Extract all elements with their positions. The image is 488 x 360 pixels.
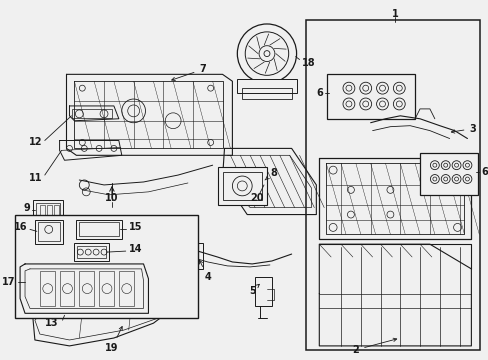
Text: 13: 13 [45, 318, 58, 328]
Bar [77, 246, 106, 258]
Text: 1: 1 [391, 9, 398, 19]
Text: 10: 10 [105, 193, 119, 203]
Text: 14: 14 [128, 244, 142, 254]
Text: 18: 18 [301, 58, 314, 68]
Text: 11: 11 [29, 173, 43, 183]
Bar [72, 109, 112, 118]
Text: 6: 6 [480, 167, 487, 177]
Text: 4: 4 [199, 260, 211, 282]
Bar [60, 271, 74, 306]
Text: 3: 3 [450, 123, 475, 134]
Text: 6: 6 [316, 88, 323, 98]
Bar [38, 222, 60, 241]
Circle shape [237, 24, 296, 83]
Bar [222, 172, 262, 200]
Bar [237, 79, 296, 93]
Bar [183, 243, 203, 269]
Text: 8: 8 [264, 168, 276, 180]
Bar [40, 205, 45, 215]
Text: 19: 19 [105, 327, 122, 353]
Bar [36, 203, 60, 216]
Bar [99, 271, 114, 306]
Bar [79, 271, 94, 306]
Bar [79, 222, 119, 236]
Bar [54, 205, 59, 215]
Bar [40, 271, 55, 306]
Text: 16: 16 [14, 222, 27, 233]
Text: 2: 2 [352, 338, 396, 355]
Text: 7: 7 [171, 64, 206, 81]
Text: 12: 12 [29, 138, 43, 148]
Bar [255, 277, 271, 306]
Text: 15: 15 [128, 222, 142, 233]
Bar [47, 205, 52, 215]
Text: 9: 9 [23, 203, 30, 213]
Bar [76, 220, 122, 239]
Bar [306, 20, 479, 350]
Bar [148, 286, 173, 310]
Bar [242, 88, 291, 99]
Bar [33, 200, 62, 220]
Bar [35, 220, 62, 244]
Text: 5: 5 [248, 284, 259, 296]
Bar [15, 215, 198, 318]
Bar [74, 243, 109, 261]
Bar [419, 153, 477, 195]
Text: 17: 17 [1, 277, 15, 287]
Text: 20: 20 [250, 193, 264, 203]
Bar [119, 271, 133, 306]
Bar [326, 74, 414, 119]
Bar [217, 167, 266, 205]
